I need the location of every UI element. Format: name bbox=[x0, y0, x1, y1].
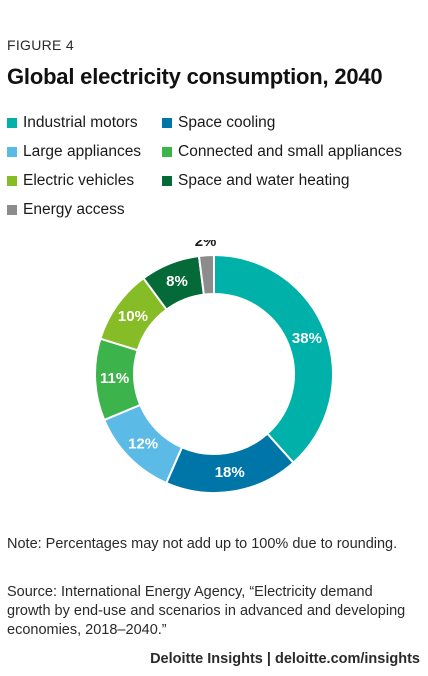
donut-slice-industrial-motors bbox=[213, 253, 334, 465]
legend-swatch bbox=[7, 205, 17, 215]
legend-label: Connected and small appliances bbox=[178, 143, 403, 160]
figure-label: FIGURE 4 bbox=[7, 37, 74, 53]
data-label-electric-vehicles: 10% bbox=[118, 308, 148, 325]
legend-swatch bbox=[7, 118, 17, 128]
donut-slice-energy-access bbox=[197, 253, 215, 296]
data-label-connected-and-small-appliances: 11% bbox=[100, 370, 129, 387]
legend-label: Large appliances bbox=[23, 143, 142, 160]
legend-label: Energy access bbox=[23, 201, 125, 218]
data-label-large-appliances: 12% bbox=[128, 435, 158, 452]
legend-label: Space and water heating bbox=[178, 172, 350, 189]
chart-source: Source: International Energy Agency, “El… bbox=[7, 584, 406, 638]
legend-swatch bbox=[162, 118, 172, 128]
legend-item-space-water-heating: Space and water heating bbox=[162, 172, 349, 190]
legend-item-industrial-motors: Industrial motors bbox=[7, 114, 138, 132]
legend-swatch bbox=[7, 176, 17, 186]
legend-item-large-appliances: Large appliances bbox=[7, 143, 141, 161]
data-label-space-and-water-heating: 8% bbox=[166, 273, 188, 290]
footer-credit: Deloitte Insights | deloitte.com/insight… bbox=[150, 651, 420, 667]
legend-label: Industrial motors bbox=[23, 114, 138, 131]
chart-title: Global electricity consumption, 2040 bbox=[7, 64, 383, 89]
legend-item-space-cooling: Space cooling bbox=[162, 114, 275, 132]
legend-item-connected-small-appliances: Connected and small appliances bbox=[162, 143, 402, 161]
legend-item-energy-access: Energy access bbox=[7, 201, 125, 219]
legend-item-electric-vehicles: Electric vehicles bbox=[7, 172, 134, 190]
data-label-space-cooling: 18% bbox=[215, 464, 245, 481]
legend-label: Space cooling bbox=[178, 114, 276, 131]
legend-swatch bbox=[162, 176, 172, 186]
legend-swatch bbox=[7, 147, 17, 157]
data-label-industrial-motors: 38% bbox=[292, 330, 322, 347]
legend-label: Electric vehicles bbox=[23, 172, 135, 189]
chart-note: Note: Percentages may not add up to 100%… bbox=[7, 536, 398, 552]
data-label-energy-access: 2% bbox=[195, 240, 217, 250]
donut-chart: 38% 18% 12% 11% 10% 8% 2% bbox=[94, 240, 334, 494]
legend-swatch bbox=[162, 147, 172, 157]
